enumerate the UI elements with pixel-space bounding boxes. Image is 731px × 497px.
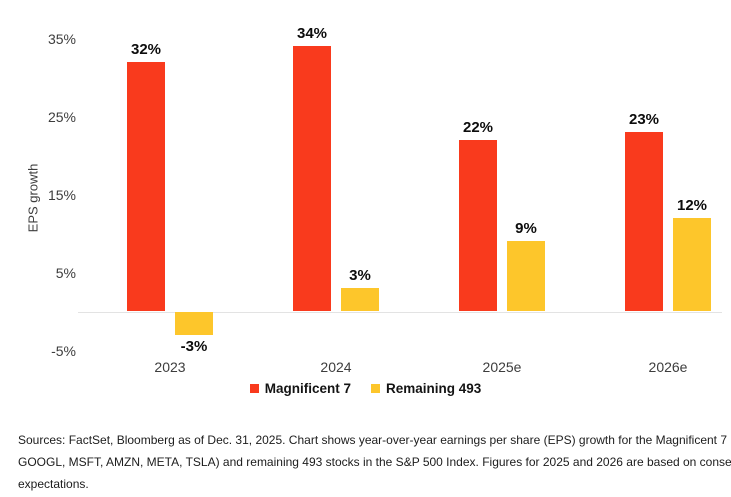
x-axis-label: 2024 — [320, 359, 352, 375]
bar-magnificent-7-2024 — [293, 46, 331, 312]
y-axis-tick-label: -5% — [51, 342, 76, 359]
zero-axis-line — [78, 312, 722, 313]
source-note-line: expectations. — [18, 477, 89, 491]
chart-legend: Magnificent 7 Remaining 493 — [0, 381, 731, 396]
bar-magnificent-7-2023 — [127, 61, 165, 312]
x-axis-label: 2025e — [482, 359, 522, 375]
source-note: Sources: FactSet, Bloomberg as of Dec. 3… — [18, 429, 731, 495]
bar-remaining-493-2024 — [341, 288, 379, 312]
legend-swatch-icon — [370, 384, 380, 393]
bar-remaining-493-2023 — [175, 311, 213, 335]
bar-chart-plot-area: EPS growth 35% 25% 15% 5% -5% 32% -3% 2023 34% 3%… — [26, 25, 722, 375]
y-axis-tick-label: 5% — [55, 264, 76, 281]
bar-value-label: 9% — [515, 220, 537, 238]
x-axis-label: 2026e — [648, 359, 688, 375]
x-axis-label: 2023 — [154, 359, 186, 375]
bar-magnificent-7-2025e — [459, 139, 497, 312]
bar-remaining-493-2026e — [673, 217, 711, 312]
bar-value-label: -3% — [180, 337, 208, 355]
bar-remaining-493-2025e — [507, 241, 545, 312]
bar-value-label: 32% — [130, 40, 162, 58]
legend-label: Remaining 493 — [385, 381, 482, 396]
bar-value-label: 12% — [676, 196, 708, 214]
y-axis-tick-label: 25% — [47, 108, 76, 125]
legend-item-remaining-493: Remaining 493 — [370, 381, 482, 396]
bar-value-label: 23% — [628, 111, 660, 129]
bar-value-label: 3% — [349, 267, 371, 285]
bar-value-label: 22% — [462, 118, 494, 136]
source-note-line: GOOGL, MSFT, AMZN, META, TSLA) and remai… — [18, 455, 731, 469]
legend-item-magnificent-7: Magnificent 7 — [249, 381, 351, 396]
y-axis-tick-label: 35% — [47, 30, 76, 47]
y-axis-tick-label: 15% — [47, 186, 76, 203]
legend-swatch-icon — [249, 384, 259, 393]
bar-value-label: 34% — [296, 25, 328, 43]
bar-magnificent-7-2026e — [625, 132, 663, 312]
legend-label: Magnificent 7 — [264, 381, 351, 396]
source-note-line: Sources: FactSet, Bloomberg as of Dec. 3… — [18, 433, 731, 447]
